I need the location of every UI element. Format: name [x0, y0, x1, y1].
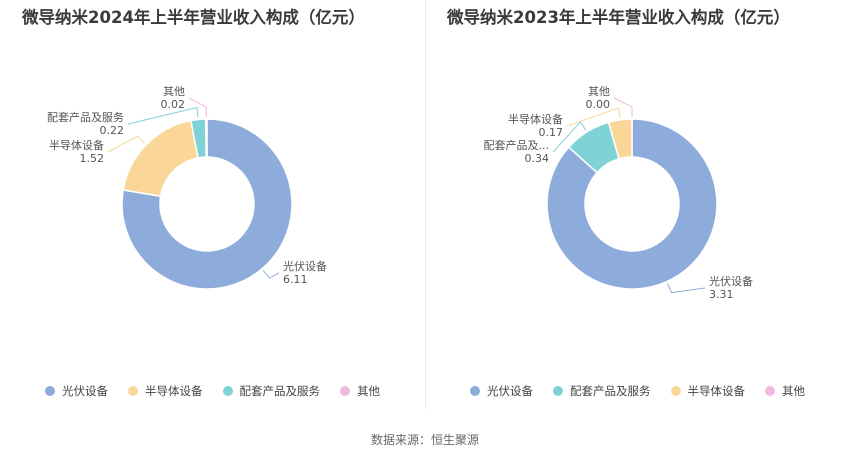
legend-item-0[interactable]: 光伏设备 [470, 383, 533, 399]
slice-label-name: 光伏设备 [283, 259, 327, 273]
leader-line-0 [263, 270, 279, 278]
legend-swatch [765, 386, 775, 396]
legend-swatch [340, 386, 350, 396]
leader-line-3 [614, 98, 632, 117]
legend-swatch [470, 386, 480, 396]
legend-label: 配套产品及服务 [240, 383, 321, 399]
legend-item-2[interactable]: 配套产品及服务 [223, 383, 321, 399]
slice-label-value: 3.31 [709, 288, 734, 301]
chart-title: 微导纳米2024年上半年营业收入构成（亿元） [22, 4, 365, 28]
legend-label: 光伏设备 [487, 383, 533, 399]
legend-swatch [45, 386, 55, 396]
legend-label: 半导体设备 [145, 383, 203, 399]
slice-label-name: 其他 [588, 85, 610, 98]
legend-label: 其他 [357, 383, 380, 399]
legend-label: 光伏设备 [62, 383, 108, 399]
legend-swatch [553, 386, 563, 396]
slice-label-name: 光伏设备 [709, 274, 753, 288]
slice-label-name: 配套产品及服务 [47, 110, 124, 124]
chart-panel-2023: 微导纳米2023年上半年营业收入构成（亿元） 光伏设备 3.31 配套产品及... 0… [425, 0, 850, 420]
slice-label-value: 0.00 [586, 98, 611, 111]
legend-item-3[interactable]: 其他 [340, 383, 380, 399]
donut-slice-3 [206, 119, 207, 157]
slice-label-value: 0.17 [539, 126, 564, 139]
legend-label: 其他 [782, 383, 805, 399]
legend-label: 半导体设备 [688, 383, 746, 399]
slice-label-value: 1.52 [80, 152, 105, 165]
legend-item-3[interactable]: 其他 [765, 383, 805, 399]
chart-legend: 光伏设备 配套产品及服务 半导体设备 其他 [425, 383, 850, 399]
slice-label-value: 6.11 [283, 273, 308, 286]
legend-label: 配套产品及服务 [570, 383, 651, 399]
slice-label-name: 配套产品及... [484, 138, 550, 152]
chart-legend: 光伏设备 半导体设备 配套产品及服务 其他 [0, 383, 425, 399]
leader-line-0 [667, 283, 705, 292]
legend-swatch [671, 386, 681, 396]
legend-item-1[interactable]: 配套产品及服务 [553, 383, 651, 399]
leader-line-1 [108, 136, 145, 152]
slice-label-name: 半导体设备 [508, 112, 563, 126]
slice-label-name: 半导体设备 [49, 138, 104, 152]
legend-item-0[interactable]: 光伏设备 [45, 383, 108, 399]
legend-swatch [128, 386, 138, 396]
slice-label-value: 0.02 [161, 98, 186, 111]
legend-item-2[interactable]: 半导体设备 [671, 383, 746, 399]
chart-title: 微导纳米2023年上半年营业收入构成（亿元） [447, 4, 790, 28]
slice-label-name: 其他 [163, 85, 185, 98]
slice-label-value: 0.22 [100, 124, 125, 137]
legend-swatch [223, 386, 233, 396]
slice-label-value: 0.34 [525, 152, 550, 165]
data-source-note: 数据来源：恒生聚源 [0, 431, 850, 448]
chart-panel-2024: 微导纳米2024年上半年营业收入构成（亿元） 光伏设备 6.11 半导体设备 1.52… [0, 0, 425, 420]
donut-slice-1 [123, 121, 198, 197]
legend-item-1[interactable]: 半导体设备 [128, 383, 203, 399]
